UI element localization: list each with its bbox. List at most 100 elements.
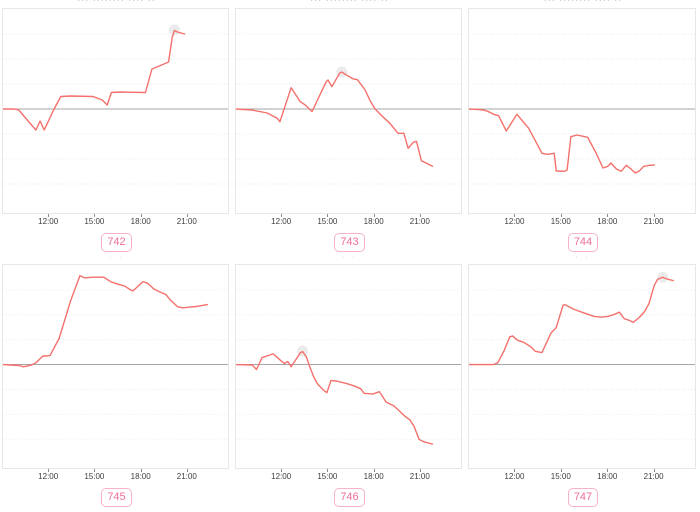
chart-cell-742: ··· ········ ···· ·· 12:00 15:00 18:00 2…	[0, 0, 233, 254]
badge-row: 744	[466, 230, 700, 254]
series-line	[236, 71, 434, 168]
clipped-title-marks: · ·	[575, 254, 591, 261]
chart-id-badge[interactable]: 742	[101, 232, 132, 252]
chart-cell-746: · · 12:00 15:00 18:00 21:00 746	[233, 254, 466, 512]
clipped-title-marks: · ·	[341, 254, 358, 261]
clipped-chart-title: ··· ········ ···· ··	[466, 0, 700, 8]
chart-id-badge[interactable]: 746	[334, 487, 365, 507]
chart-cell-743: ··· ········ ···· ·· 12:00 15:00 18:00 2…	[233, 0, 466, 254]
chart-panel[interactable]	[2, 264, 229, 469]
axis-tick-label: 15:00	[550, 217, 571, 226]
sparkline-chart	[236, 289, 461, 445]
axis-tick	[560, 469, 562, 472]
axis-tick-label: 12:00	[38, 217, 59, 226]
axis-tick	[327, 214, 329, 217]
axis-tick-label: 21:00	[643, 472, 664, 481]
axis-tick	[373, 214, 375, 217]
series-line	[469, 108, 656, 174]
badge-row: 745	[0, 485, 233, 509]
axis-tick	[514, 469, 516, 472]
axis-tick-label: 18:00	[363, 472, 384, 481]
clipped-chart-title: · ·	[466, 254, 700, 264]
chart-id-badge[interactable]: 744	[567, 232, 599, 252]
axis-tick-label: 15:00	[317, 217, 338, 226]
axis-tick-label: 12:00	[38, 472, 59, 481]
axis-tick-label: 21:00	[409, 472, 430, 481]
series-line	[3, 29, 186, 131]
axis-tick-label: 21:00	[643, 217, 664, 226]
x-axis: 12:00 15:00 18:00 21:00	[468, 214, 696, 230]
series-line	[469, 276, 675, 366]
clipped-title-marks: · ·	[108, 254, 125, 261]
axis-tick-label: 12:00	[271, 217, 292, 226]
axis-tick	[514, 214, 516, 217]
x-axis: 12:00 15:00 18:00 21:00	[235, 214, 462, 230]
badge-row: 746	[233, 485, 466, 509]
axis-tick-label: 15:00	[317, 472, 338, 481]
axis-tick-label: 18:00	[597, 217, 618, 226]
axis-tick	[186, 214, 188, 217]
sparkline-chart	[3, 274, 228, 440]
axis-tick-label: 21:00	[176, 472, 197, 481]
chart-id-badge[interactable]: 747	[567, 487, 599, 507]
axis-tick	[281, 214, 283, 217]
chart-panel[interactable]	[468, 264, 696, 469]
series-line	[3, 274, 208, 368]
chart-cell-745: · · 12:00 15:00 18:00 21:00 745	[0, 254, 233, 512]
clipped-chart-title: · ·	[0, 254, 233, 264]
axis-tick-label: 12:00	[271, 472, 292, 481]
clipped-title-marks: ··· ········ ···· ··	[543, 0, 623, 5]
axis-tick-label: 18:00	[130, 217, 151, 226]
axis-tick	[48, 214, 50, 217]
axis-tick-label: 15:00	[550, 472, 571, 481]
badge-row: 747	[466, 485, 700, 509]
axis-tick	[653, 214, 655, 217]
sparkline-chart	[469, 33, 695, 185]
axis-tick	[186, 469, 188, 472]
axis-tick	[140, 469, 142, 472]
axis-tick	[140, 214, 142, 217]
axis-tick-label: 12:00	[504, 472, 525, 481]
x-axis: 12:00 15:00 18:00 21:00	[468, 469, 696, 485]
clipped-chart-title: ··· ········ ···· ··	[0, 0, 233, 8]
chart-cell-744: ··· ········ ···· ·· 12:00 15:00 18:00 2…	[466, 0, 700, 254]
axis-tick	[94, 214, 96, 217]
axis-tick	[48, 469, 50, 472]
series-line	[236, 350, 434, 445]
axis-tick	[373, 469, 375, 472]
clipped-chart-title: ··· ········ ···· ··	[233, 0, 466, 8]
x-axis: 12:00 15:00 18:00 21:00	[2, 469, 229, 485]
chart-panel[interactable]	[235, 8, 462, 214]
sparkline-chart	[469, 271, 695, 440]
clipped-title-marks: ··· ········ ···· ··	[77, 0, 156, 5]
clipped-title-marks: ··· ········ ···· ··	[310, 0, 389, 5]
axis-tick-label: 21:00	[409, 217, 430, 226]
axis-tick-label: 18:00	[363, 217, 384, 226]
chart-cell-747: · · 12:00 15:00 18:00 21:00 747	[466, 254, 700, 512]
badge-row: 743	[233, 230, 466, 254]
x-axis: 12:00 15:00 18:00 21:00	[235, 469, 462, 485]
axis-tick	[607, 214, 609, 217]
clipped-chart-title: · ·	[233, 254, 466, 264]
x-axis: 12:00 15:00 18:00 21:00	[2, 214, 229, 230]
chart-panel[interactable]	[468, 8, 696, 214]
axis-tick	[607, 469, 609, 472]
axis-tick	[327, 469, 329, 472]
axis-tick-label: 12:00	[504, 217, 525, 226]
axis-tick-label: 21:00	[176, 217, 197, 226]
axis-tick-label: 15:00	[84, 472, 105, 481]
chart-panel[interactable]	[2, 8, 229, 214]
sparkline-chart	[3, 24, 228, 185]
axis-tick-label: 15:00	[84, 217, 105, 226]
axis-tick	[419, 214, 421, 217]
axis-tick	[653, 469, 655, 472]
axis-tick	[94, 469, 96, 472]
axis-tick	[281, 469, 283, 472]
chart-id-badge[interactable]: 743	[334, 232, 365, 252]
chart-panel[interactable]	[235, 264, 462, 469]
axis-tick	[560, 214, 562, 217]
axis-tick-label: 18:00	[597, 472, 618, 481]
chart-id-badge[interactable]: 745	[101, 487, 132, 507]
axis-tick-label: 18:00	[130, 472, 151, 481]
